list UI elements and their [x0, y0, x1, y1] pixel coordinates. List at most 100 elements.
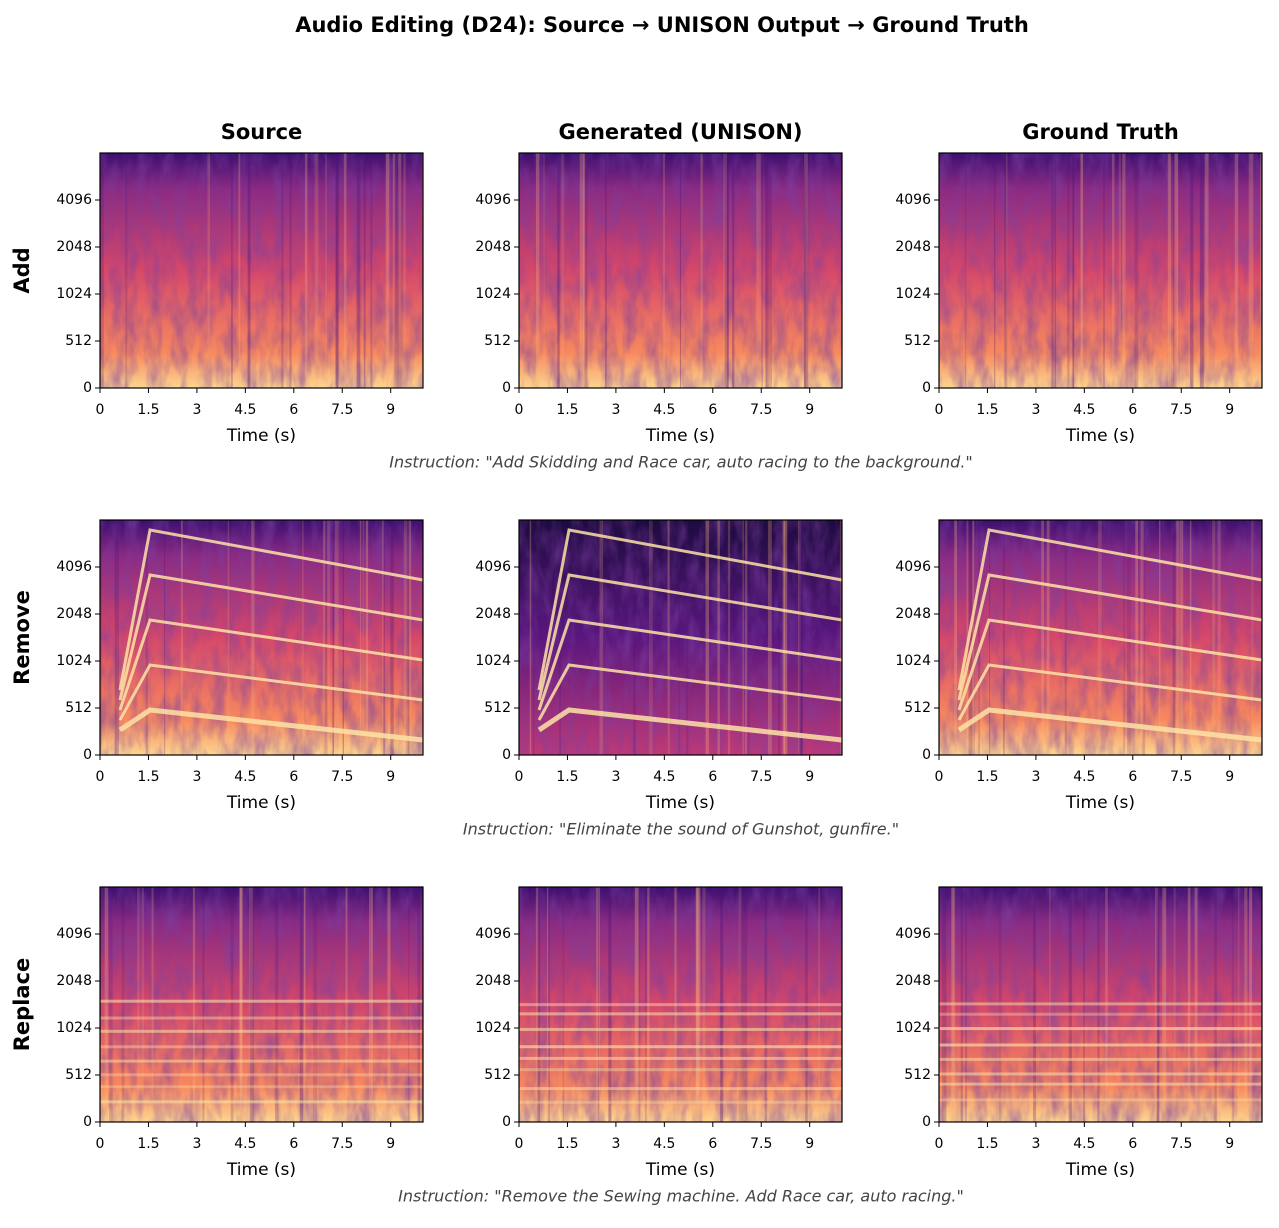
spectrogram-streak: [303, 887, 306, 1122]
spectrogram: [99, 519, 424, 756]
spectrogram-streak: [768, 153, 772, 388]
spectrogram-streak: [532, 520, 535, 755]
spectrogram-texture: [519, 887, 842, 1122]
spectrogram-band: [100, 999, 423, 1003]
spectrogram-streak: [202, 887, 205, 1122]
spectrogram-streak: [345, 887, 348, 1122]
spectrogram-streak: [403, 520, 408, 755]
spectrogram-streak: [1067, 153, 1070, 388]
y-tick-label: 1024: [895, 653, 931, 669]
spectrogram-streak: [114, 520, 118, 755]
spectrogram-band: [519, 1045, 842, 1049]
spectrogram-harmonic: [118, 663, 424, 721]
column-title: Generated (UNISON): [558, 120, 802, 144]
x-tick-label: 4.5: [653, 402, 675, 418]
spectrogram-harmonic: [537, 528, 843, 691]
spectrogram-streak: [1176, 520, 1179, 755]
spectrogram: [99, 886, 424, 1123]
spectrogram-streak: [700, 153, 703, 388]
spectrogram-streak: [299, 887, 303, 1122]
spectrogram-streak: [100, 520, 102, 755]
spectrogram-streak: [304, 153, 308, 388]
spectrogram-streak: [231, 153, 233, 388]
spectrogram-streak: [818, 887, 820, 1122]
spectrogram-streak: [557, 153, 560, 388]
spectrogram-texture: [100, 153, 423, 388]
x-tick-label: 1.5: [556, 402, 578, 418]
spectrogram-streak: [382, 520, 385, 755]
spectrogram-streak: [1234, 153, 1239, 388]
x-tick-label: 6: [289, 1136, 298, 1152]
spectrogram-band: [939, 1027, 1262, 1031]
spectrogram-streak: [596, 887, 601, 1122]
spectrogram-streak: [403, 153, 406, 388]
x-tick-label: 7.5: [1170, 769, 1192, 785]
x-tick-label: 1.5: [976, 402, 998, 418]
spectrogram-band: [519, 1012, 842, 1016]
spectrogram-band: [939, 1082, 1262, 1086]
x-tick-label: 3: [611, 1136, 620, 1152]
x-tick-label: 6: [1128, 769, 1137, 785]
spectrogram-streak: [720, 887, 724, 1122]
spectrogram-streak: [778, 520, 780, 755]
spectrogram-streak: [599, 520, 604, 755]
x-tick-label: 0: [935, 1136, 944, 1152]
spectrogram-streak: [1135, 520, 1139, 755]
spectrogram-harmonic: [957, 528, 1263, 691]
y-tick-label: 2048: [475, 606, 511, 622]
instruction: Instruction: "Add Skidding and Race car,…: [389, 453, 973, 472]
y-tick-label: 4096: [895, 559, 931, 575]
spectrogram-streak: [805, 153, 809, 388]
spectrogram-streak: [745, 887, 748, 1122]
spectrogram-streak: [1112, 153, 1115, 388]
spectrogram-streak: [334, 520, 339, 755]
x-tick-label: 3: [1031, 769, 1040, 785]
spectrogram-streak: [394, 153, 399, 388]
spectrogram-streak: [393, 153, 395, 388]
spectrogram: [518, 519, 843, 756]
x-tick-label: 6: [289, 769, 298, 785]
x-tick-label: 7.5: [1170, 1136, 1192, 1152]
spectrogram-streak: [756, 153, 759, 388]
spectrogram-streak: [803, 153, 807, 388]
spectrogram-streak: [249, 887, 253, 1122]
instruction: Instruction: "Eliminate the sound of Gun…: [463, 820, 899, 839]
spectrogram-streak: [335, 153, 339, 388]
spectrogram-streak: [1248, 153, 1250, 388]
spectrogram-streak: [397, 153, 402, 388]
x-tick-label: 7.5: [331, 402, 353, 418]
spectrogram-band: [939, 1012, 1262, 1016]
y-tick-label: 0: [83, 380, 92, 396]
x-axis-label: Time (s): [1065, 1160, 1135, 1180]
y-tick-label: 512: [65, 1067, 92, 1083]
spectrogram-streak: [1159, 520, 1161, 755]
row-label: Remove: [10, 590, 34, 685]
x-tick-label: 6: [289, 402, 298, 418]
spectrogram-streak: [1072, 153, 1074, 388]
y-tick-label: 2048: [895, 239, 931, 255]
spectrogram-streak: [645, 887, 647, 1122]
spectrogram-streak: [543, 153, 545, 388]
spectrogram-streak: [239, 887, 243, 1122]
y-tick-label: 4096: [56, 559, 92, 575]
spectrogram-streak: [1190, 153, 1194, 388]
spectrogram-streak: [536, 887, 541, 1122]
spectrogram-streak: [207, 153, 211, 388]
y-tick-label: 2048: [895, 606, 931, 622]
spectrogram-streak: [335, 153, 340, 388]
spectrogram-streak: [1174, 153, 1179, 388]
spectrogram-streak: [766, 153, 769, 388]
spectrogram-streak: [529, 520, 532, 755]
spectrogram-harmonic: [537, 663, 843, 721]
spectrogram-streak: [605, 153, 607, 388]
y-tick-label: 512: [484, 700, 511, 716]
spectrogram-streak: [803, 153, 806, 388]
spectrogram-streak: [1212, 520, 1216, 755]
y-tick-label: 1024: [895, 1020, 931, 1036]
spectrogram-band: [939, 1072, 1262, 1076]
x-tick-label: 9: [1225, 1136, 1234, 1152]
y-tick-label: 0: [83, 1114, 92, 1130]
spectrogram-streak: [783, 520, 788, 755]
spectrogram-streak: [121, 887, 125, 1122]
spectrogram-streak: [315, 887, 317, 1122]
